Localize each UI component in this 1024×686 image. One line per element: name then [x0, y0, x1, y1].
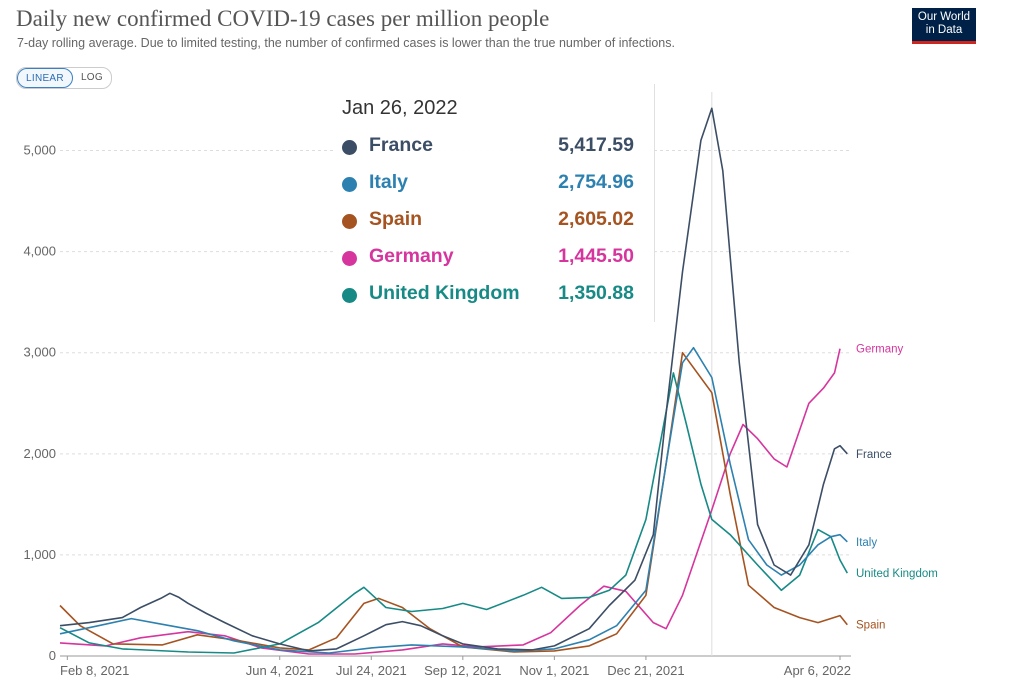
series-end-label: United Kingdom	[856, 568, 938, 580]
y-tick-label: 0	[49, 648, 56, 663]
y-tick-label: 1,000	[23, 547, 56, 562]
tooltip-date: Jan 26, 2022	[342, 97, 458, 119]
tooltip-row-italy: Italy 2,754.96	[342, 171, 642, 197]
series-end-label: Germany	[856, 344, 904, 356]
series-line-germany	[59, 348, 841, 655]
france-dot-icon	[342, 140, 357, 155]
tooltip-value: 1,445.50	[558, 245, 634, 267]
tooltip-country: France	[369, 134, 433, 156]
x-tick-label: Dec 21, 2021	[607, 663, 684, 678]
chart-title: Daily new confirmed COVID-19 cases per m…	[16, 6, 550, 31]
linear-scale-button[interactable]: LINEAR	[17, 68, 73, 88]
united-kingdom-dot-icon	[342, 288, 357, 303]
y-tick-label: 4,000	[23, 244, 56, 259]
scale-toggle[interactable]: LINEAR LOG	[16, 67, 112, 89]
logo-line-1: Our World	[917, 11, 971, 23]
series-end-label: France	[856, 449, 892, 461]
logo-line-2: in Data	[925, 24, 963, 36]
x-tick-label: Apr 6, 2022	[784, 663, 851, 678]
tooltip-row-germany: Germany 1,445.50	[342, 245, 642, 271]
tooltip-value: 1,350.88	[558, 282, 634, 304]
tooltip-country: Spain	[369, 208, 423, 230]
tooltip-country: Italy	[369, 171, 409, 193]
tooltip-row-united-kingdom: United Kingdom 1,350.88	[342, 282, 642, 308]
tooltip-row-spain: Spain 2,605.02	[342, 208, 642, 234]
series-line-italy	[59, 346, 848, 654]
series-line-spain	[59, 351, 848, 653]
series-line-france	[59, 107, 848, 652]
hover-tooltip: Jan 26, 2022 France 5,417.59 Italy 2,754…	[334, 84, 655, 322]
germany-dot-icon	[342, 251, 357, 266]
y-tick-label: 5,000	[23, 143, 56, 158]
log-scale-button[interactable]: LOG	[80, 72, 103, 83]
series-end-label: Italy	[856, 537, 877, 549]
y-tick-label: 2,000	[23, 446, 56, 461]
series-line-united-kingdom	[59, 372, 848, 654]
italy-dot-icon	[342, 177, 357, 192]
tooltip-value: 2,754.96	[558, 171, 634, 193]
x-tick-label: Sep 12, 2021	[424, 663, 501, 678]
x-tick-label: Jun 4, 2021	[246, 663, 314, 678]
x-tick-label: Nov 1, 2021	[519, 663, 589, 678]
tooltip-row-france: France 5,417.59	[342, 134, 642, 160]
spain-dot-icon	[342, 214, 357, 229]
x-tick-label: Feb 8, 2021	[60, 663, 129, 678]
series-end-label: Spain	[856, 620, 885, 632]
tooltip-value: 5,417.59	[558, 134, 634, 156]
tooltip-country: United Kingdom	[369, 282, 520, 304]
tooltip-value: 2,605.02	[558, 208, 634, 230]
owid-logo[interactable]: Our World in Data	[912, 8, 976, 44]
x-tick-label: Jul 24, 2021	[336, 663, 407, 678]
chart-subtitle: 7-day rolling average. Due to limited te…	[17, 36, 675, 50]
tooltip-country: Germany	[369, 245, 454, 267]
y-tick-label: 3,000	[23, 345, 56, 360]
